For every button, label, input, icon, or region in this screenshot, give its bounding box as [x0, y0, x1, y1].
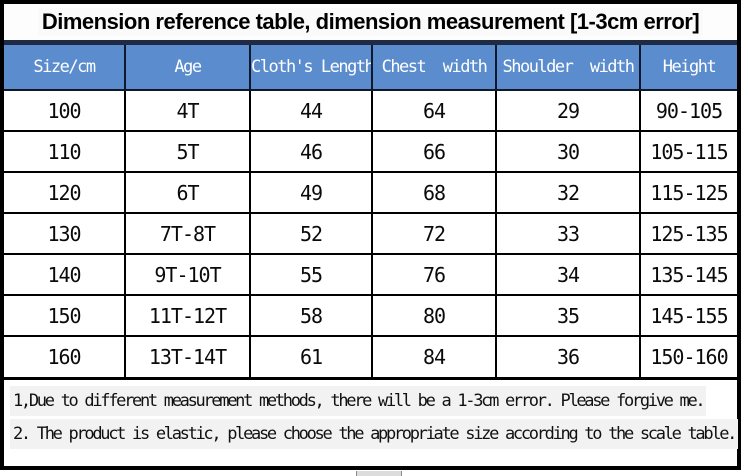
cell-shoulder: 35 [495, 294, 641, 337]
cell-size: 110 [4, 130, 126, 173]
cell-age: 5T [124, 130, 251, 173]
header-cell-size: Size/cm [4, 45, 126, 91]
cell-size: 150 [4, 294, 126, 337]
cell-shoulder: 30 [495, 130, 641, 173]
notes-section: 1,Due to different measurement methods, … [4, 377, 739, 455]
cell-shoulder: 34 [495, 253, 641, 296]
table-row: 150 11T-12T 58 80 35 145-155 [4, 294, 737, 337]
table-row: 130 7T-8T 52 72 33 125-135 [4, 212, 737, 255]
header-cell-height: Height [639, 45, 737, 91]
header-cell-chest: Chest width [371, 45, 497, 91]
cell-length: 52 [249, 212, 373, 255]
cell-age: 7T-8T [124, 212, 251, 255]
cell-shoulder: 32 [495, 171, 641, 214]
cell-shoulder: 29 [495, 89, 641, 132]
cell-height: 135-145 [639, 253, 737, 296]
table-row: 120 6T 49 68 32 115-125 [4, 171, 737, 214]
right-margin [741, 0, 748, 476]
header-cell-shoulder: Shoulder width [495, 45, 641, 91]
cell-length: 49 [249, 171, 373, 214]
cell-length: 58 [249, 294, 373, 337]
cell-height: 115-125 [639, 171, 737, 214]
size-chart-panel: Dimension reference table, dimension mea… [0, 0, 741, 470]
cell-age: 9T-10T [124, 253, 251, 296]
table-row: 110 5T 46 66 30 105-115 [4, 130, 737, 173]
note-elastic-sizing: 2. The product is elastic, please choose… [10, 419, 739, 450]
cell-age: 11T-12T [124, 294, 251, 337]
title-table-divider [4, 40, 737, 45]
cell-size: 130 [4, 212, 126, 255]
cell-height: 105-115 [639, 130, 737, 173]
cell-shoulder: 33 [495, 212, 641, 255]
size-table: Size/cm Age Cloth's Length Chest width S… [4, 45, 737, 377]
header-cell-length: Cloth's Length [249, 45, 373, 91]
cell-chest: 80 [371, 294, 497, 337]
cell-size: 160 [4, 335, 126, 377]
cell-height: 150-160 [639, 335, 737, 377]
cell-length: 61 [249, 335, 373, 377]
cell-chest: 66 [371, 130, 497, 173]
header-cell-age: Age [124, 45, 251, 91]
cell-chest: 64 [371, 89, 497, 132]
cell-chest: 68 [371, 171, 497, 214]
cell-age: 13T-14T [124, 335, 251, 377]
table-row: 140 9T-10T 55 76 34 135-145 [4, 253, 737, 296]
cell-size: 100 [4, 89, 126, 132]
cell-shoulder: 36 [495, 335, 641, 377]
title-bar: Dimension reference table, dimension mea… [4, 4, 737, 40]
cell-height: 125-135 [639, 212, 737, 255]
cell-chest: 84 [371, 335, 497, 377]
cell-height: 145-155 [639, 294, 737, 337]
note-measurement-error: 1,Due to different measurement methods, … [10, 385, 707, 416]
table-row: 100 4T 44 64 29 90-105 [4, 89, 737, 132]
header-row: Size/cm Age Cloth's Length Chest width S… [4, 45, 737, 91]
page-title: Dimension reference table, dimension mea… [37, 8, 704, 36]
table-row: 160 13T-14T 61 84 36 150-160 [4, 335, 737, 377]
cell-age: 6T [124, 171, 251, 214]
cell-length: 46 [249, 130, 373, 173]
cell-age: 4T [124, 89, 251, 132]
cell-size: 120 [4, 171, 126, 214]
cell-height: 90-105 [639, 89, 737, 132]
cell-length: 44 [249, 89, 373, 132]
cell-chest: 76 [371, 253, 497, 296]
cell-length: 55 [249, 253, 373, 296]
bottom-edge-artifact [356, 471, 402, 476]
cell-chest: 72 [371, 212, 497, 255]
cell-size: 140 [4, 253, 126, 296]
